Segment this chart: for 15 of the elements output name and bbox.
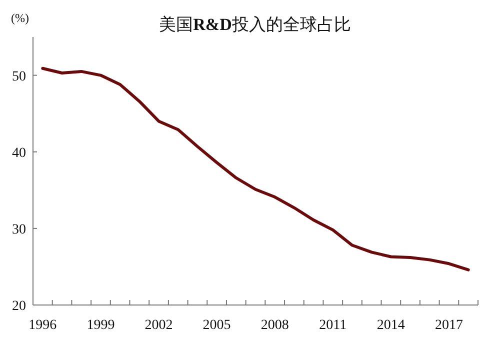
chart-title: 美国R&D投入的全球占比 xyxy=(159,15,351,34)
x-tick-label: 2002 xyxy=(144,318,173,333)
x-tick-label: 2014 xyxy=(376,318,405,333)
x-tick-label: 1996 xyxy=(28,318,57,333)
x-tick-label: 1999 xyxy=(86,318,115,333)
y-tick-label: 40 xyxy=(12,146,26,161)
y-tick-label: 30 xyxy=(12,222,26,238)
y-tick-label: 20 xyxy=(12,299,26,314)
x-tick-label: 2008 xyxy=(260,318,289,333)
line-series xyxy=(41,66,470,272)
y-tick-label: 50 xyxy=(12,69,26,84)
x-tick-label: 2017 xyxy=(434,318,463,333)
x-tick-label: 2011 xyxy=(319,318,347,333)
y-axis-title: (%) xyxy=(11,11,29,25)
x-tick-label: 2005 xyxy=(202,318,231,333)
